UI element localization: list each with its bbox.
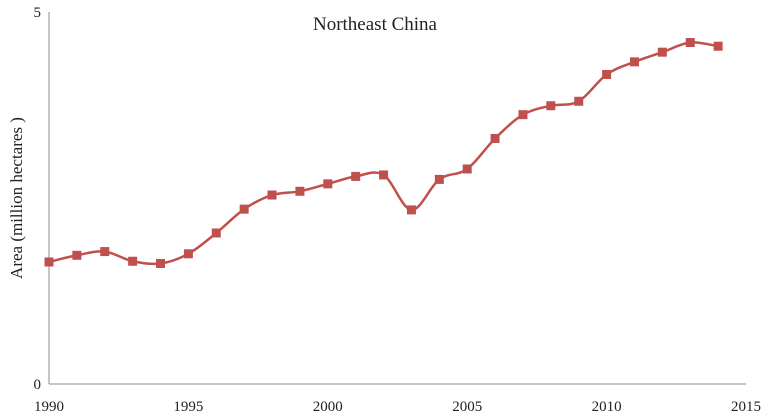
data-point-1993	[128, 256, 138, 266]
y-tick-label: 5	[34, 5, 42, 21]
data-point-2013	[685, 38, 695, 47]
chart-title: Northeast China	[313, 14, 438, 35]
data-point-1992	[100, 247, 110, 257]
data-point-2009	[574, 96, 584, 106]
y-tick-label: 0	[34, 377, 42, 393]
data-point-1998	[267, 190, 277, 200]
series-layer	[44, 38, 723, 268]
data-point-2007	[518, 110, 528, 120]
data-point-1999	[295, 186, 305, 196]
data-point-2000	[323, 179, 333, 189]
x-tick-label: 1990	[34, 399, 64, 412]
series-line	[48, 41, 719, 266]
data-point-2002	[379, 170, 389, 180]
data-point-1990	[44, 257, 54, 267]
data-point-2011	[629, 57, 639, 67]
x-tick-label: 2005	[452, 399, 482, 412]
x-tick-label: 2000	[313, 399, 343, 412]
x-tick-label: 2015	[731, 399, 761, 412]
x-tick-label: 1995	[173, 399, 203, 412]
data-point-2010	[602, 70, 612, 79]
y-axis-label: Area (million hectares )	[7, 117, 26, 279]
data-point-2006	[490, 133, 500, 143]
y-tick-labels: 05	[34, 5, 42, 393]
data-point-1996	[211, 228, 221, 238]
data-point-1991	[72, 250, 82, 260]
data-point-2008	[546, 101, 556, 111]
data-point-2001	[351, 171, 361, 181]
data-point-1995	[183, 249, 193, 259]
x-tick-label: 2010	[592, 399, 622, 412]
data-point-1994	[156, 258, 166, 268]
data-point-2004	[434, 174, 444, 184]
x-tick-labels: 1990 1995 2000 2005 2010 2015	[34, 399, 761, 412]
data-point-2014	[713, 41, 723, 51]
data-point-1997	[239, 204, 249, 214]
data-point-2003	[406, 205, 416, 215]
data-point-2005	[462, 164, 472, 174]
data-point-2012	[657, 47, 667, 57]
